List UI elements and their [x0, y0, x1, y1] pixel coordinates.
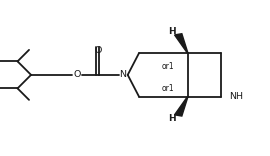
Text: N: N [119, 70, 126, 79]
Polygon shape [175, 34, 188, 53]
Text: H: H [168, 27, 176, 36]
Text: NH: NH [229, 92, 243, 101]
Text: H: H [168, 114, 176, 123]
Text: O: O [73, 70, 81, 79]
Text: or1: or1 [162, 62, 175, 71]
Text: O: O [95, 46, 102, 55]
Text: or1: or1 [162, 84, 175, 93]
Polygon shape [175, 97, 188, 116]
